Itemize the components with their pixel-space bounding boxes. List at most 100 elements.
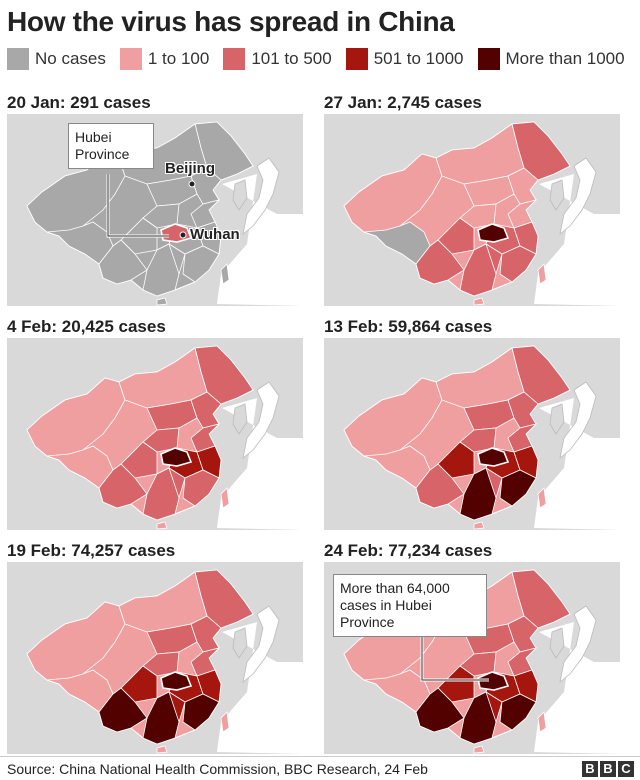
region-inner-mongolia: [118, 571, 208, 633]
sea: [217, 174, 303, 306]
region-taiwan: [220, 487, 230, 509]
legend-label: 501 to 1000: [373, 49, 464, 68]
province: [182, 469, 220, 507]
hubei-province: [477, 223, 510, 243]
province: [499, 245, 537, 283]
bbc-logo-letter: C: [618, 761, 634, 777]
legend-swatch: [477, 48, 500, 70]
sea: [534, 174, 620, 306]
province: [120, 665, 158, 703]
panel-title: 20 Jan: 291 cases: [7, 93, 151, 112]
sea: [534, 398, 620, 530]
province: [459, 427, 497, 453]
legend-item-1-100: 1 to 100: [119, 48, 210, 70]
panel-title: 19 Feb: 74,257 cases: [7, 541, 176, 560]
province: [415, 239, 465, 285]
province: [499, 693, 537, 731]
region-inner-mongolia: [435, 347, 525, 409]
province: [437, 441, 475, 479]
province: [182, 693, 220, 731]
province: [459, 203, 497, 229]
japan: [559, 605, 597, 683]
province: [507, 167, 539, 205]
hubei-province: [477, 447, 510, 467]
province: [459, 691, 497, 745]
province: [98, 239, 148, 285]
china-map: [324, 114, 620, 306]
panel-title: 24 Feb: 77,234 cases: [324, 541, 493, 560]
legend-item-no-cases: No cases: [7, 48, 106, 70]
province: [507, 391, 539, 429]
legend-swatch: [7, 48, 29, 70]
map-panel-4-feb: 4 Feb: 20,425 cases: [7, 316, 303, 530]
province: [98, 463, 148, 509]
korea: [232, 403, 248, 435]
legend-label: More than 1000: [505, 49, 625, 68]
province: [437, 217, 475, 255]
province: [507, 615, 539, 653]
footer-divider: [0, 756, 640, 757]
china-map: [7, 562, 303, 754]
province: [142, 651, 180, 677]
legend-label: 1 to 100: [147, 49, 210, 68]
hubei-province: [160, 671, 193, 691]
region-inner-mongolia: [435, 123, 525, 185]
china-map: [324, 338, 620, 530]
legend-item-101-500: 101 to 500: [223, 48, 332, 70]
sea: [217, 622, 303, 754]
japan: [559, 157, 597, 235]
region-hainan: [473, 745, 485, 754]
province: [142, 467, 180, 521]
map-panel-13-feb: 13 Feb: 59,864 cases: [324, 316, 620, 530]
region-taiwan: [537, 711, 547, 733]
region-taiwan: [220, 711, 230, 733]
sea: [217, 398, 303, 530]
korea: [232, 627, 248, 659]
hubei-province-callout: Hubei Province: [68, 123, 154, 169]
japan: [242, 605, 280, 683]
province: [190, 167, 222, 205]
bbc-logo-letter: B: [582, 761, 598, 777]
region-taiwan: [220, 263, 230, 285]
map-panel-27-jan: 27 Jan: 2,745 cases: [324, 92, 620, 306]
legend-label: 101 to 500: [251, 49, 332, 68]
legend-swatch: [119, 48, 142, 70]
hubei-province: [160, 447, 193, 467]
province: [190, 615, 222, 653]
japan: [242, 381, 280, 459]
province: [182, 245, 220, 283]
province: [142, 243, 180, 297]
region-taiwan: [537, 263, 547, 285]
region-hainan: [473, 297, 485, 306]
map-panel-19-feb: 19 Feb: 74,257 cases: [7, 540, 303, 754]
legend-item-more-than-1000: More than 1000: [477, 48, 625, 70]
korea: [549, 403, 565, 435]
source-note: Source: China National Health Commission…: [7, 761, 428, 777]
province: [459, 243, 497, 297]
korea: [549, 179, 565, 211]
province: [499, 469, 537, 507]
sea: [534, 622, 620, 754]
chart-title: How the virus has spread in China: [7, 6, 455, 37]
region-hainan: [156, 297, 168, 306]
korea: [549, 627, 565, 659]
province: [142, 427, 180, 453]
legend-swatch: [345, 48, 368, 70]
map-panel-20-jan: 20 Jan: 291 cases: [7, 92, 303, 306]
legend: No cases 1 to 100 101 to 500 501 to 1000…: [7, 48, 639, 70]
legend-label: No cases: [35, 49, 106, 68]
province: [120, 441, 158, 479]
china-map: [7, 114, 303, 306]
region-hainan: [156, 521, 168, 530]
province: [142, 691, 180, 745]
bbc-logo: B B C: [580, 761, 634, 777]
wuhan-label: Wuhan: [190, 226, 240, 243]
region-taiwan: [537, 487, 547, 509]
korea: [232, 179, 248, 211]
japan: [242, 157, 280, 235]
map-panel-24-feb: 24 Feb: 77,234 cases: [324, 540, 620, 754]
panel-title: 4 Feb: 20,425 cases: [7, 317, 166, 336]
legend-swatch: [223, 48, 246, 70]
province: [459, 467, 497, 521]
region-hainan: [156, 745, 168, 754]
